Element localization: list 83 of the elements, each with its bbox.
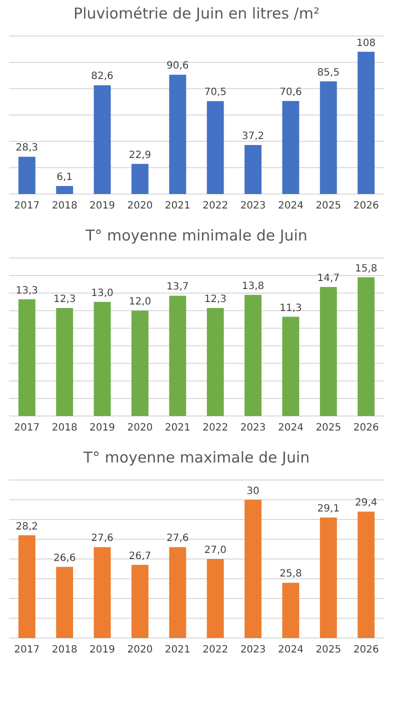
data-label: 26,7 [128,550,152,562]
x-tick-label: 2025 [316,644,342,656]
bar [244,294,262,416]
data-label: 27,6 [91,533,114,544]
x-tick-label: 2024 [278,200,304,212]
data-label: 29,1 [317,504,340,515]
x-tick-label: 2023 [240,422,266,434]
data-label: 26,6 [53,552,76,564]
data-label: 70,6 [280,87,302,98]
bar [131,310,148,416]
x-tick-label: 2026 [353,200,379,212]
data-label: 30 [246,486,260,497]
data-label: 37,2 [242,131,264,142]
bar [206,308,224,416]
bar [282,101,300,194]
bar [56,186,74,194]
bar [282,316,300,416]
chart-title: T° moyenne maximale de Juin [82,448,310,466]
x-tick-label: 2022 [202,644,228,656]
x-tick-label: 2019 [90,200,116,212]
bar [244,145,262,194]
bar [320,81,337,194]
bar [131,164,148,194]
data-label: 13,0 [91,288,114,299]
x-tick-label: 2024 [278,644,304,656]
data-label: 14,7 [317,272,340,284]
data-label: 15,8 [354,263,378,274]
x-tick-label: 2018 [52,422,78,434]
bar [358,52,375,194]
x-tick-label: 2017 [14,644,40,656]
bar [94,302,111,416]
x-tick-label: 2018 [52,200,78,212]
bar [18,156,36,194]
data-label: 25,8 [280,568,302,580]
x-tick-label: 2021 [164,200,190,212]
x-tick-label: 2019 [90,422,116,434]
x-tick-label: 2021 [164,644,190,656]
data-label: 28,3 [16,142,38,154]
chart-title: Pluviométrie de Juin en litres /m² [74,4,320,22]
data-label: 13,3 [16,285,38,296]
data-label: 13,7 [166,282,189,293]
data-label: 12,3 [204,294,226,306]
x-tick-label: 2020 [127,422,153,434]
data-label: 28,2 [16,521,38,532]
bar [56,308,74,416]
x-tick-label: 2017 [14,200,40,212]
x-tick-label: 2022 [202,422,228,434]
data-label: 29,4 [354,498,378,509]
x-tick-label: 2020 [127,200,153,212]
data-label: 82,6 [91,71,114,82]
x-tick-label: 2025 [316,422,342,434]
data-label: 90,6 [166,60,189,72]
data-label: 12,0 [128,296,152,308]
bar [94,85,111,194]
data-label: 27,6 [166,533,189,544]
data-label: 85,5 [317,67,340,78]
bar [206,101,224,194]
x-tick-label: 2020 [127,644,153,656]
x-tick-label: 2019 [90,644,116,656]
x-tick-label: 2022 [202,200,228,212]
data-label: 108 [356,38,376,49]
bar [18,299,36,416]
data-label: 13,8 [242,280,264,292]
bar [320,286,337,416]
data-label: 6,1 [56,172,73,183]
x-tick-label: 2018 [52,644,78,656]
bar [358,277,375,416]
x-tick-label: 2024 [278,422,304,434]
bar [169,296,186,416]
x-tick-label: 2026 [353,644,379,656]
chart-title: T° moyenne minimale de Juin [84,226,308,244]
x-tick-label: 2017 [14,422,40,434]
data-label: 22,9 [128,150,152,161]
x-tick-label: 2026 [353,422,379,434]
data-label: 70,5 [204,87,226,98]
data-label: 27,0 [204,545,226,556]
bar [169,74,186,194]
data-label: 12,3 [53,294,76,306]
data-label: 11,3 [280,302,302,314]
x-tick-label: 2023 [240,644,266,656]
x-tick-label: 2021 [164,422,190,434]
x-tick-label: 2023 [240,200,266,212]
x-tick-label: 2025 [316,200,342,212]
